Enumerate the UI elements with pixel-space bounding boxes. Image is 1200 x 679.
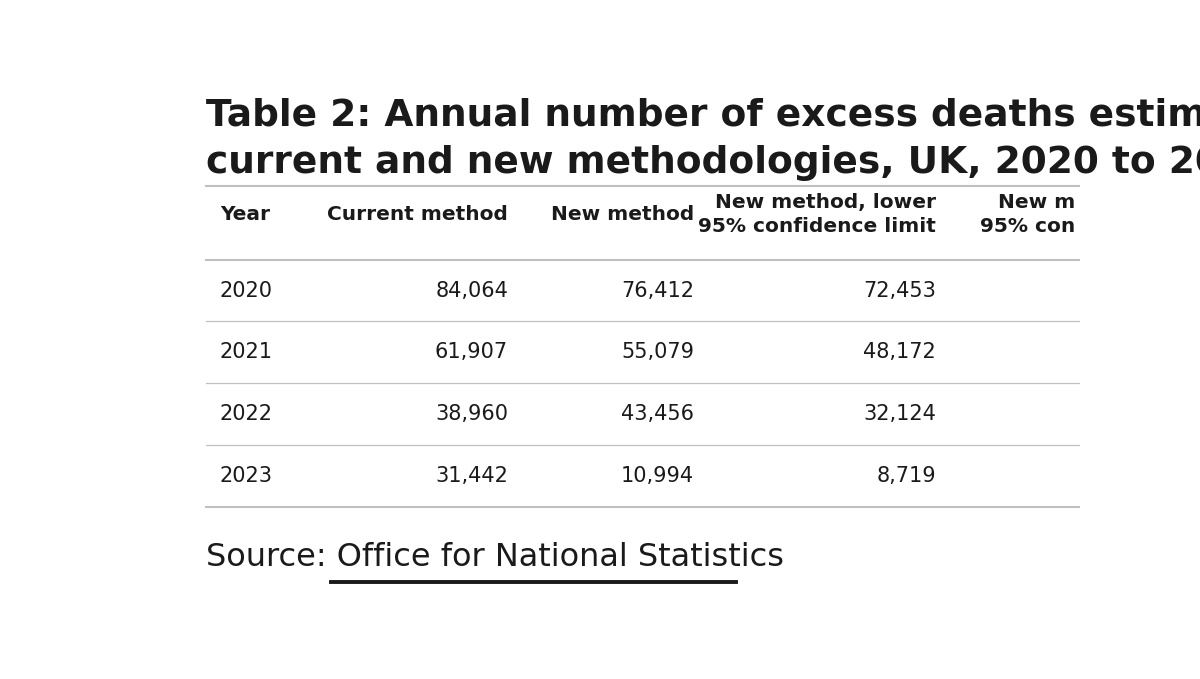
- Text: New m
95% con: New m 95% con: [980, 194, 1075, 236]
- Text: Source: Office for National Statistics: Source: Office for National Statistics: [206, 542, 784, 573]
- Text: current and new methodologies, UK, 2020 to 2023: current and new methodologies, UK, 2020 …: [206, 145, 1200, 181]
- Text: 10,994: 10,994: [620, 466, 694, 485]
- Text: New method, lower
95% confidence limit: New method, lower 95% confidence limit: [698, 194, 936, 236]
- Text: 2021: 2021: [220, 342, 272, 363]
- Text: 43,456: 43,456: [622, 404, 694, 424]
- Text: 48,172: 48,172: [863, 342, 936, 363]
- Text: 2022: 2022: [220, 404, 272, 424]
- Text: 84,064: 84,064: [436, 280, 508, 301]
- Text: 8,719: 8,719: [876, 466, 936, 485]
- Text: 31,442: 31,442: [436, 466, 508, 485]
- Text: 2020: 2020: [220, 280, 272, 301]
- Text: Year: Year: [220, 205, 270, 224]
- Text: Table 2: Annual number of excess deaths estimate: Table 2: Annual number of excess deaths …: [206, 97, 1200, 133]
- Text: New method: New method: [551, 205, 694, 224]
- Text: 2023: 2023: [220, 466, 272, 485]
- Text: 32,124: 32,124: [863, 404, 936, 424]
- Text: Current method: Current method: [328, 205, 508, 224]
- Text: 38,960: 38,960: [436, 404, 508, 424]
- Text: 61,907: 61,907: [434, 342, 508, 363]
- Text: 76,412: 76,412: [622, 280, 694, 301]
- Text: 72,453: 72,453: [863, 280, 936, 301]
- Text: 55,079: 55,079: [622, 342, 694, 363]
